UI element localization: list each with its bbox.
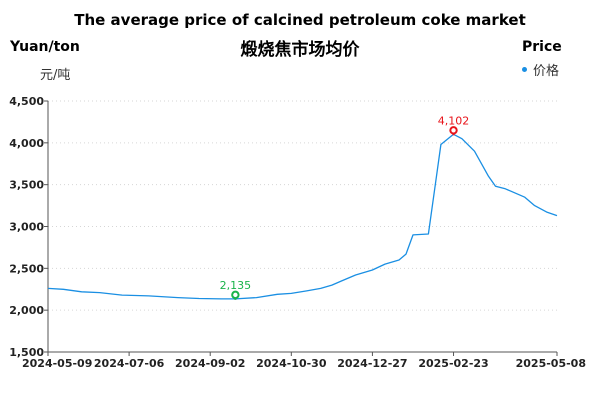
x-tick-label: 2024-12-27 — [337, 357, 407, 370]
chart-subtitle: 煅烧焦市场均价 — [240, 40, 360, 60]
legend-title: Price — [522, 39, 562, 55]
y-axis-unit-en: Yuan/ton — [10, 39, 80, 55]
x-tick-label: 2024-05-09 — [22, 357, 92, 370]
y-axis-unit-zh: 元/吨 — [40, 68, 71, 83]
x-tick-label: 2024-09-02 — [175, 357, 245, 370]
y-tick-label: 3,500 — [9, 179, 44, 192]
y-tick-label: 3,000 — [9, 221, 44, 234]
min-marker-icon — [231, 290, 240, 300]
min-value-label: 2,135 — [220, 279, 252, 292]
x-tick-label: 2025-05-08 — [516, 357, 586, 370]
legend-label: 价格 — [533, 64, 560, 79]
price-series-line — [47, 133, 558, 300]
x-tick-label: 2024-10-30 — [256, 357, 327, 370]
y-tick-label: 1,500 — [9, 346, 44, 359]
x-tick-label: 2024-07-06 — [94, 357, 165, 370]
max-marker-icon — [449, 126, 458, 135]
max-value-label: 4,102 — [438, 114, 470, 127]
y-tick-label: 2,000 — [9, 304, 44, 317]
x-tick-label: 2025-02-23 — [418, 357, 488, 370]
legend-item[interactable]: 价格 — [522, 60, 559, 79]
y-tick-label: 2,500 — [9, 262, 44, 275]
legend-marker-icon — [522, 67, 527, 72]
y-tick-label: 4,500 — [9, 95, 44, 108]
y-tick-label: 4,000 — [9, 137, 44, 150]
chart-title: The average price of calcined petroleum … — [74, 11, 526, 29]
